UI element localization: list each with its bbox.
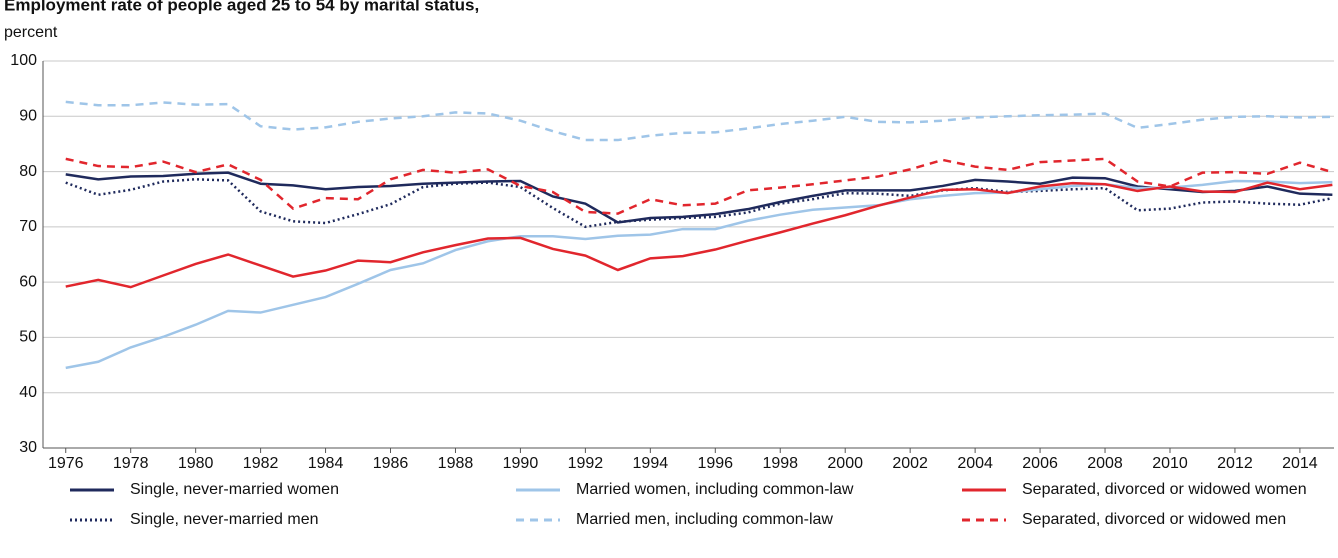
legend-label: Separated, divorced or widowed men: [1022, 511, 1286, 528]
x-tick-label: 2008: [1087, 455, 1123, 472]
x-tick-label: 1998: [762, 455, 798, 472]
y-tick-label: 80: [19, 163, 37, 180]
y-tick-label: 70: [19, 218, 37, 235]
x-tick-label: 1986: [373, 455, 409, 472]
y-tick-label: 40: [19, 384, 37, 401]
legend-label: Married men, including common-law: [576, 511, 833, 528]
series-line: [65, 178, 1333, 229]
series-line: [65, 181, 1333, 289]
legend-label: Married women, including common-law: [576, 481, 854, 498]
x-tick-label: 1988: [438, 455, 474, 472]
x-tick-label: 1990: [503, 455, 539, 472]
x-tick-label: 1996: [697, 455, 733, 472]
x-tick-label: 2010: [1152, 455, 1188, 472]
y-tick-label: 50: [19, 329, 37, 346]
legend-label: Separated, divorced or widowed women: [1022, 481, 1307, 498]
x-tick-label: 2006: [1022, 455, 1058, 472]
x-tick-label: 1984: [308, 455, 344, 472]
chart-title: Employment rate of people aged 25 to 54 …: [4, 0, 479, 14]
x-tick-label: 2004: [957, 455, 993, 472]
y-tick-label: 100: [10, 52, 37, 69]
x-tick-label: 2012: [1217, 455, 1253, 472]
series-line: [65, 171, 1333, 224]
y-tick-label: 60: [19, 273, 37, 290]
y-axis-label: percent: [4, 24, 58, 41]
series-line: [65, 157, 1333, 215]
legend-label: Single, never-married women: [130, 481, 339, 498]
x-tick-label: 2002: [892, 455, 928, 472]
x-tick-label: 1978: [113, 455, 149, 472]
x-tick-label: 1982: [243, 455, 279, 472]
x-tick-label: 2014: [1282, 455, 1318, 472]
y-tick-label: 90: [19, 108, 37, 125]
x-tick-label: 1980: [178, 455, 214, 472]
legend-label: Single, never-married men: [130, 511, 319, 528]
x-tick-label: 2000: [827, 455, 863, 472]
y-tick-label: 30: [19, 439, 37, 456]
x-tick-label: 1992: [568, 455, 604, 472]
series-line: [65, 179, 1333, 370]
series-line: [65, 100, 1333, 142]
x-tick-label: 1994: [633, 455, 669, 472]
x-tick-label: 1976: [48, 455, 84, 472]
